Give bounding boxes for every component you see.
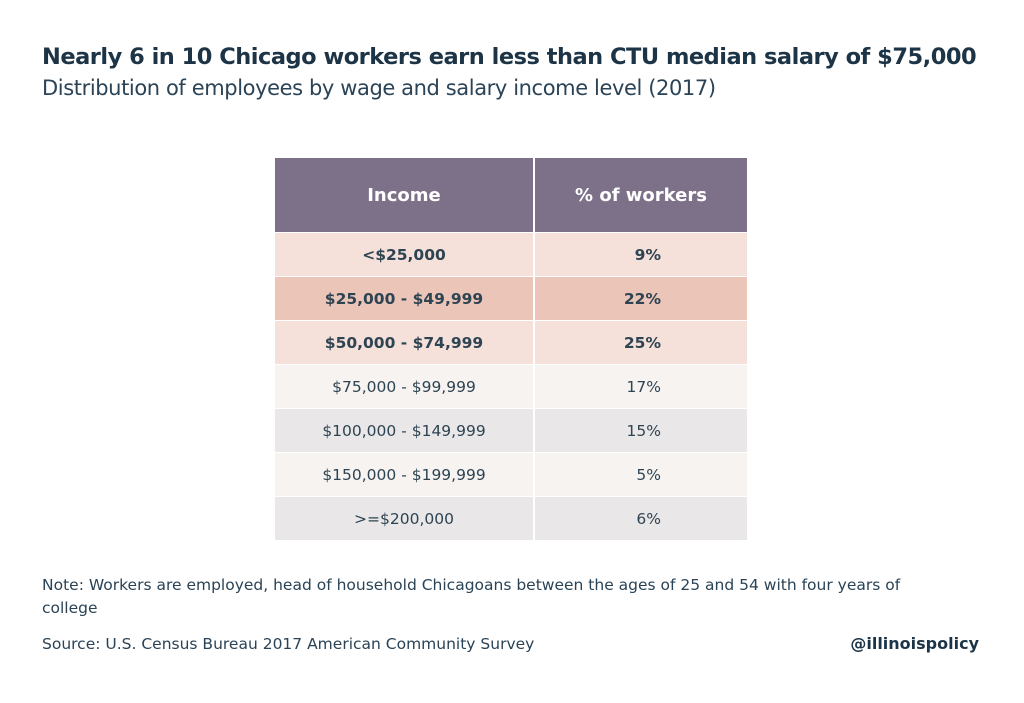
income-table: Income % of workers <$25,000 9% $25,000 - … bbox=[275, 158, 747, 540]
column-header-pct: % of workers bbox=[534, 158, 747, 233]
table-row: $150,000 - $199,999 5% bbox=[275, 452, 747, 497]
pct-cell: 22% bbox=[534, 276, 747, 321]
pct-cell: 17% bbox=[534, 364, 747, 409]
pct-cell: 6% bbox=[534, 496, 747, 540]
table-row: $50,000 - $74,999 25% bbox=[275, 320, 747, 365]
income-cell: $150,000 - $199,999 bbox=[275, 452, 535, 497]
table-row: >=$200,000 6% bbox=[275, 496, 747, 540]
pct-cell: 15% bbox=[534, 408, 747, 453]
income-cell: $100,000 - $149,999 bbox=[275, 408, 535, 453]
chart-title: Nearly 6 in 10 Chicago workers earn less… bbox=[42, 44, 977, 70]
pct-cell: 5% bbox=[534, 452, 747, 497]
table-row: $100,000 - $149,999 15% bbox=[275, 408, 747, 453]
table-row: $75,000 - $99,999 17% bbox=[275, 364, 747, 409]
table-row: <$25,000 9% bbox=[275, 232, 747, 277]
income-cell: >=$200,000 bbox=[275, 496, 535, 540]
note: Note: Workers are employed, head of hous… bbox=[42, 576, 901, 617]
table-header: Income % of workers bbox=[275, 158, 747, 233]
pct-cell: 9% bbox=[534, 232, 747, 277]
income-cell: $50,000 - $74,999 bbox=[275, 320, 535, 365]
source: Source: U.S. Census Bureau 2017 American… bbox=[42, 635, 535, 653]
social-handle: @illinoispolicy bbox=[850, 634, 979, 653]
income-cell: $75,000 - $99,999 bbox=[275, 364, 535, 409]
pct-cell: 25% bbox=[534, 320, 747, 365]
income-cell: <$25,000 bbox=[275, 232, 535, 277]
chart-subtitle: Distribution of employees by wage and sa… bbox=[42, 76, 716, 100]
table-row: $25,000 - $49,999 22% bbox=[275, 276, 747, 321]
income-cell: $25,000 - $49,999 bbox=[275, 276, 535, 321]
column-header-income: Income bbox=[275, 158, 535, 233]
